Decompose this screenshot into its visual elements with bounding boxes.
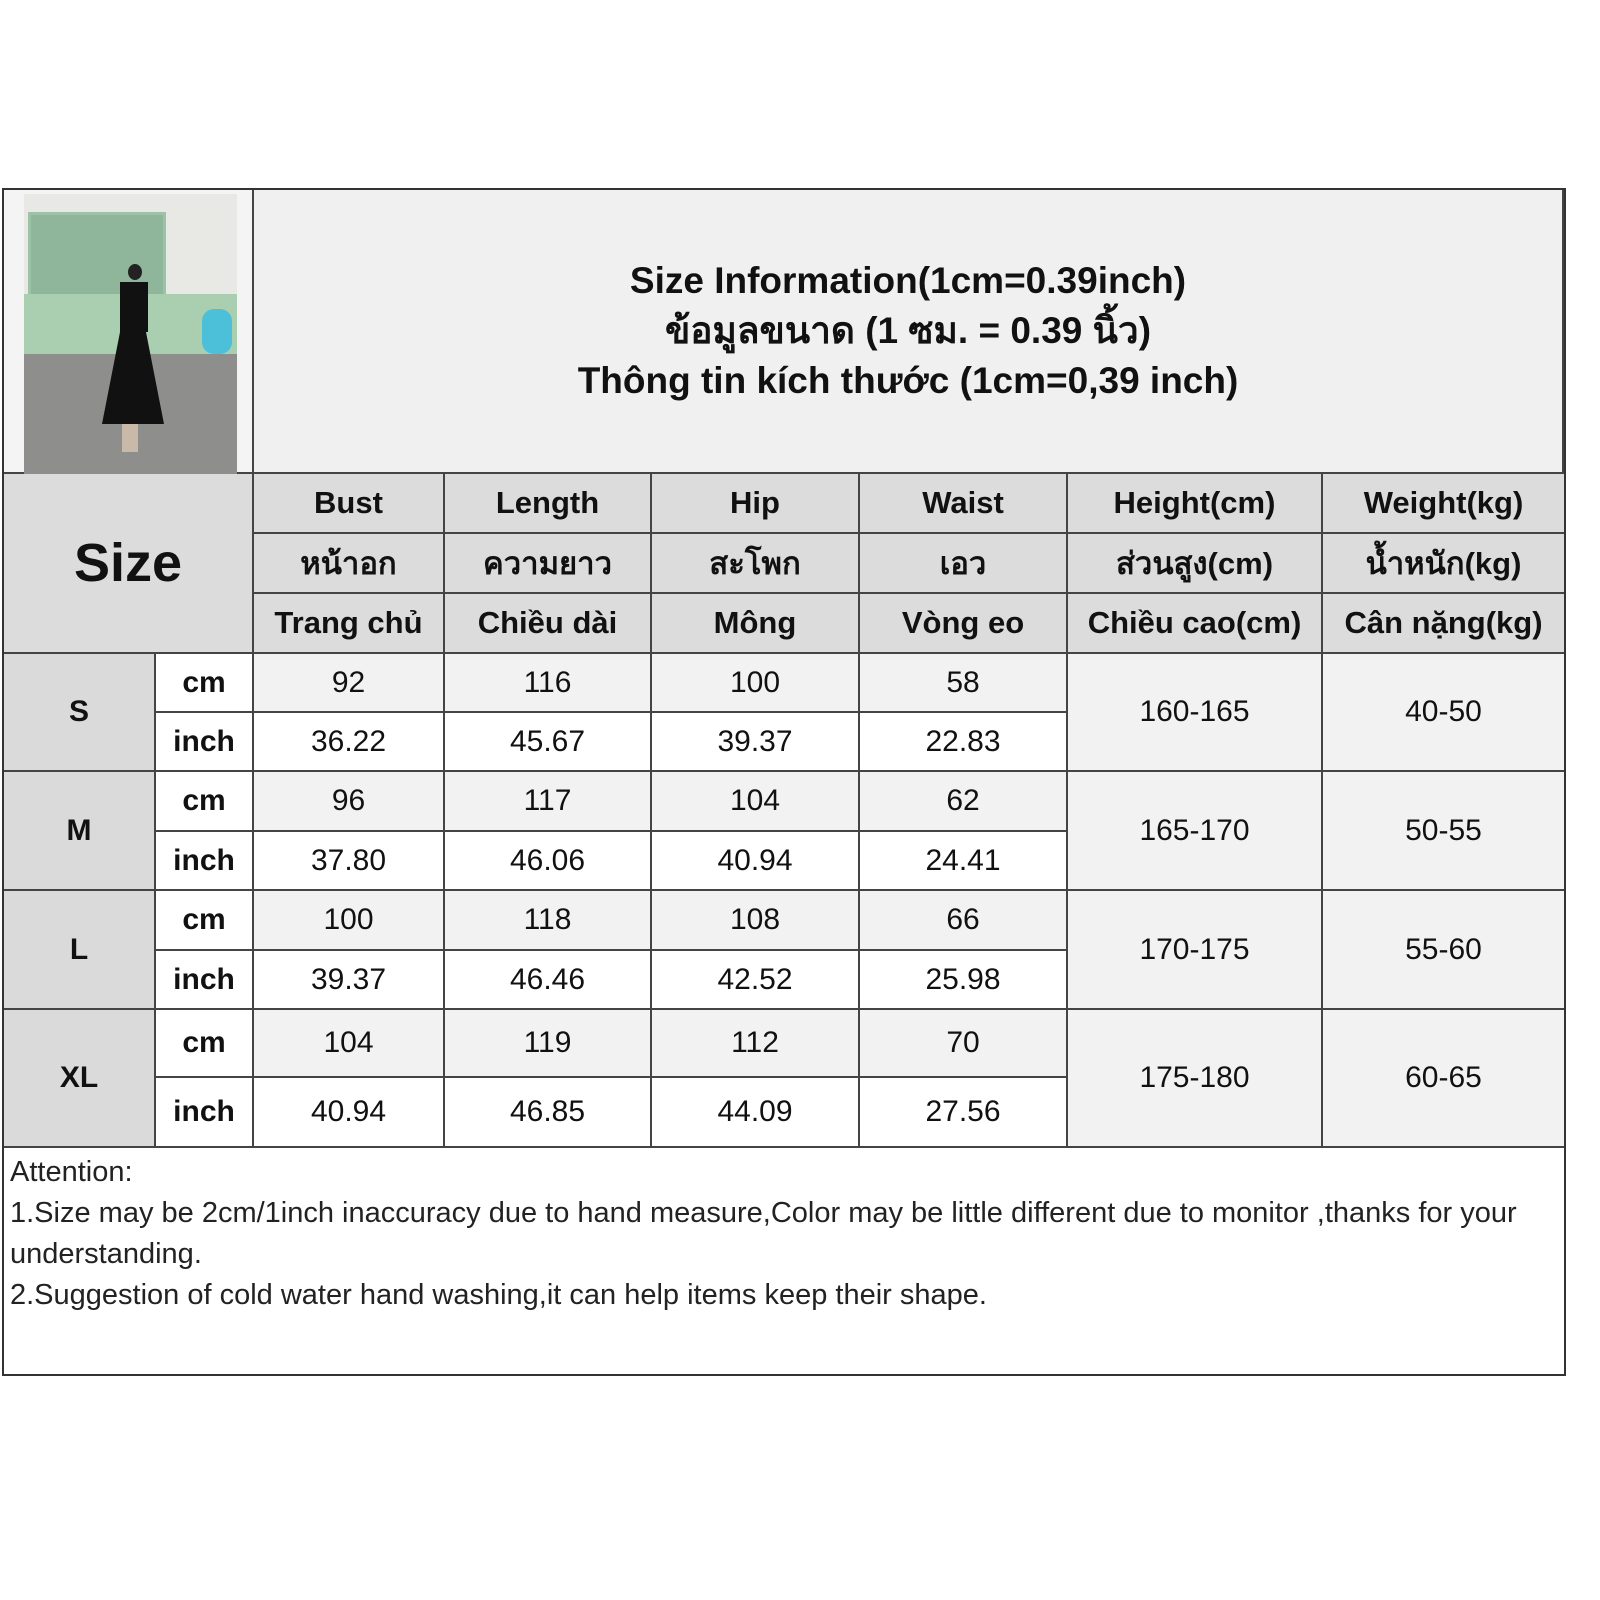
measurement-cm: 104 bbox=[652, 772, 860, 832]
title-vietnamese: Thông tin kích thước (1cm=0,39 inch) bbox=[577, 360, 1239, 401]
title-english: Size Information(1cm=0.39inch) bbox=[629, 260, 1187, 301]
column-header-en: Hip bbox=[652, 474, 860, 534]
measurement-inch: 46.06 bbox=[445, 832, 652, 891]
column-header-vi: Mông bbox=[652, 594, 860, 654]
column-header-th: หน้าอก bbox=[254, 534, 445, 594]
unit-label-cm: cm bbox=[156, 891, 254, 951]
measurement-cm: 70 bbox=[860, 1010, 1068, 1078]
column-header-en: Height(cm) bbox=[1068, 474, 1323, 534]
height-range: 165-170 bbox=[1068, 772, 1323, 891]
measurement-inch: 22.83 bbox=[860, 713, 1068, 772]
measurement-inch: 46.85 bbox=[445, 1078, 652, 1148]
measurement-inch: 46.46 bbox=[445, 951, 652, 1010]
weight-range: 60-65 bbox=[1323, 1010, 1564, 1148]
column-header-vi: Cân nặng(kg) bbox=[1323, 594, 1564, 654]
column-header-en: Weight(kg) bbox=[1323, 474, 1564, 534]
unit-label-inch: inch bbox=[156, 951, 254, 1010]
product-photo bbox=[24, 194, 237, 474]
column-header-vi: Trang chủ bbox=[254, 594, 445, 654]
unit-label-cm: cm bbox=[156, 1010, 254, 1078]
measurement-inch: 27.56 bbox=[860, 1078, 1068, 1148]
measurement-cm: 104 bbox=[254, 1010, 445, 1078]
column-header-th: ส่วนสูง(cm) bbox=[1068, 534, 1323, 594]
attention-note-1: 1.Size may be 2cm/1inch inaccuracy due t… bbox=[10, 1197, 1517, 1270]
weight-range: 55-60 bbox=[1323, 891, 1564, 1010]
column-header-vi: Chiều cao(cm) bbox=[1068, 594, 1323, 654]
measurement-inch: 25.98 bbox=[860, 951, 1068, 1010]
attention-notes: Attention: 1.Size may be 2cm/1inch inacc… bbox=[4, 1148, 1564, 1374]
measurement-inch: 40.94 bbox=[652, 832, 860, 891]
column-header-en: Bust bbox=[254, 474, 445, 534]
measurement-inch: 42.52 bbox=[652, 951, 860, 1010]
measurement-cm: 66 bbox=[860, 891, 1068, 951]
measurement-inch: 36.22 bbox=[254, 713, 445, 772]
measurement-inch: 44.09 bbox=[652, 1078, 860, 1148]
measurement-cm: 92 bbox=[254, 654, 445, 713]
weight-range: 50-55 bbox=[1323, 772, 1564, 891]
column-header-th: น้ำหนัก(kg) bbox=[1323, 534, 1564, 594]
column-header-en: Length bbox=[445, 474, 652, 534]
measurement-cm: 58 bbox=[860, 654, 1068, 713]
attention-note-2: 2.Suggestion of cold water hand washing,… bbox=[10, 1279, 987, 1311]
height-range: 170-175 bbox=[1068, 891, 1323, 1010]
product-photo-cell bbox=[4, 190, 254, 474]
measurement-cm: 112 bbox=[652, 1010, 860, 1078]
size-label-l: L bbox=[4, 891, 156, 1010]
size-header: Size bbox=[4, 474, 254, 654]
measurement-cm: 100 bbox=[254, 891, 445, 951]
measurement-cm: 118 bbox=[445, 891, 652, 951]
column-header-vi: Vòng eo bbox=[860, 594, 1068, 654]
measurement-cm: 108 bbox=[652, 891, 860, 951]
measurement-inch: 40.94 bbox=[254, 1078, 445, 1148]
column-header-th: สะโพก bbox=[652, 534, 860, 594]
size-chart: Size Information(1cm=0.39inch) ข้อมูลขนา… bbox=[2, 188, 1566, 1376]
size-label-m: M bbox=[4, 772, 156, 891]
measurement-cm: 117 bbox=[445, 772, 652, 832]
measurement-inch: 39.37 bbox=[254, 951, 445, 1010]
unit-label-inch: inch bbox=[156, 832, 254, 891]
measurement-cm: 96 bbox=[254, 772, 445, 832]
size-info-title: Size Information(1cm=0.39inch) ข้อมูลขนา… bbox=[254, 190, 1564, 474]
column-header-en: Waist bbox=[860, 474, 1068, 534]
column-header-th: ความยาว bbox=[445, 534, 652, 594]
size-label-s: S bbox=[4, 654, 156, 772]
height-range: 175-180 bbox=[1068, 1010, 1323, 1148]
measurement-inch: 24.41 bbox=[860, 832, 1068, 891]
weight-range: 40-50 bbox=[1323, 654, 1564, 772]
unit-label-cm: cm bbox=[156, 654, 254, 713]
size-label-xl: XL bbox=[4, 1010, 156, 1148]
unit-label-cm: cm bbox=[156, 772, 254, 832]
attention-heading: Attention: bbox=[10, 1156, 133, 1188]
height-range: 160-165 bbox=[1068, 654, 1323, 772]
title-thai: ข้อมูลขนาด (1 ซม. = 0.39 นิ้ว) bbox=[664, 310, 1152, 351]
measurement-cm: 116 bbox=[445, 654, 652, 713]
measurement-cm: 62 bbox=[860, 772, 1068, 832]
measurement-cm: 119 bbox=[445, 1010, 652, 1078]
measurement-inch: 39.37 bbox=[652, 713, 860, 772]
measurement-inch: 45.67 bbox=[445, 713, 652, 772]
column-header-th: เอว bbox=[860, 534, 1068, 594]
unit-label-inch: inch bbox=[156, 713, 254, 772]
size-table: Size Information(1cm=0.39inch) ข้อมูลขนา… bbox=[4, 190, 1564, 1148]
measurement-inch: 37.80 bbox=[254, 832, 445, 891]
measurement-cm: 100 bbox=[652, 654, 860, 713]
column-header-vi: Chiều dài bbox=[445, 594, 652, 654]
unit-label-inch: inch bbox=[156, 1078, 254, 1148]
